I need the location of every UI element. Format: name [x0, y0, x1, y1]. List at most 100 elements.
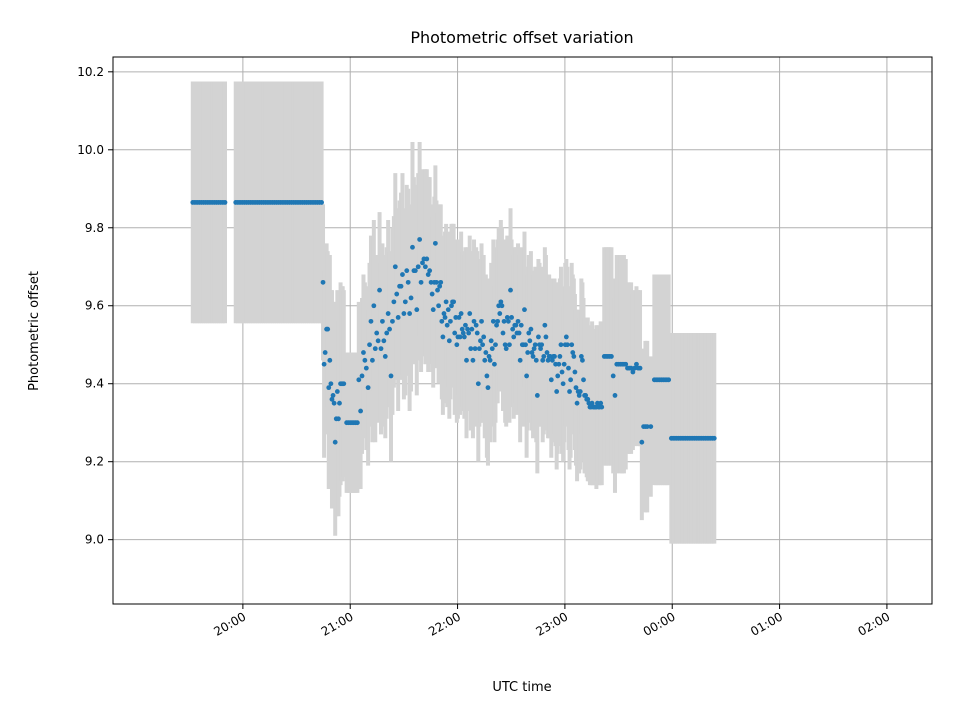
data-point — [554, 389, 560, 394]
data-point — [630, 369, 636, 375]
data-point — [372, 346, 378, 352]
data-point — [417, 237, 423, 242]
data-point — [559, 369, 565, 375]
data-point — [480, 342, 486, 348]
data-point — [530, 354, 536, 359]
data-point — [471, 318, 477, 324]
data-point — [563, 334, 569, 340]
data-point — [485, 385, 491, 391]
data-point — [384, 330, 390, 336]
data-point — [527, 338, 533, 344]
data-point — [363, 365, 369, 371]
data-point — [358, 408, 363, 414]
data-point — [430, 307, 436, 313]
data-point — [437, 283, 443, 289]
data-point — [444, 322, 450, 328]
data-point — [332, 439, 338, 445]
data-point — [545, 357, 551, 363]
data-point — [549, 357, 555, 363]
data-point — [570, 350, 576, 355]
data-point — [422, 264, 428, 270]
data-point — [329, 396, 335, 402]
data-point — [543, 334, 549, 340]
x-axis-label: UTC time — [492, 680, 551, 695]
data-point — [511, 334, 517, 340]
data-point — [666, 377, 672, 383]
data-point — [599, 404, 605, 410]
data-point — [499, 303, 505, 309]
data-point — [568, 377, 574, 383]
data-point — [377, 287, 382, 293]
y-axis-ticks: 9.0 9.2 9.4 9.6 9.8 10.0 10.2 — [77, 65, 113, 547]
data-point — [483, 350, 489, 355]
data-point — [461, 334, 467, 340]
data-point — [558, 342, 564, 348]
y-tick-label: 10.2 — [77, 65, 104, 79]
data-point — [459, 326, 465, 332]
data-point — [540, 357, 546, 363]
data-point — [494, 322, 499, 328]
data-point — [325, 326, 331, 332]
data-point — [320, 279, 326, 285]
data-point — [495, 318, 501, 324]
data-point — [367, 342, 372, 348]
data-point — [503, 346, 509, 352]
data-point — [571, 354, 577, 359]
data-point — [509, 315, 514, 320]
data-point — [486, 354, 492, 359]
data-point — [479, 318, 484, 324]
data-point — [711, 435, 717, 441]
y-tick-label: 9.8 — [85, 221, 104, 235]
data-point — [319, 200, 324, 205]
data-points — [190, 200, 717, 445]
plot-frame — [112, 56, 933, 605]
data-point — [513, 322, 519, 328]
data-point — [336, 416, 341, 422]
data-point — [632, 365, 638, 371]
data-point — [452, 330, 458, 336]
y-tick-label: 9.2 — [85, 455, 104, 469]
data-point — [476, 346, 482, 352]
data-point — [569, 342, 575, 348]
data-point — [487, 357, 493, 363]
data-point — [580, 357, 585, 363]
data-point — [390, 318, 395, 324]
data-point — [401, 311, 407, 316]
data-point — [374, 330, 380, 336]
data-point — [478, 338, 483, 344]
data-point — [330, 393, 336, 398]
data-point — [368, 318, 374, 324]
data-point — [532, 342, 538, 348]
data-point — [497, 311, 503, 316]
data-point — [581, 377, 586, 383]
data-point — [531, 346, 537, 352]
data-point — [510, 326, 516, 332]
data-point — [565, 342, 570, 348]
data-point — [468, 346, 474, 352]
data-point — [375, 338, 381, 344]
data-point — [507, 342, 512, 348]
data-point — [441, 311, 447, 316]
data-point — [492, 361, 497, 367]
data-point — [573, 385, 579, 391]
data-point — [370, 357, 375, 363]
data-point — [612, 393, 618, 398]
data-point — [420, 260, 425, 266]
data-point — [502, 342, 508, 348]
data-point — [429, 291, 435, 297]
data-point — [458, 311, 464, 316]
data-point — [359, 373, 365, 379]
data-point — [576, 393, 582, 398]
data-point — [378, 346, 384, 352]
data-point — [443, 299, 449, 305]
data-point — [609, 354, 614, 359]
data-point — [381, 338, 387, 344]
data-point — [505, 318, 511, 324]
data-point — [493, 342, 498, 348]
data-point — [391, 299, 397, 305]
data-point — [337, 400, 342, 406]
data-point — [371, 303, 377, 309]
data-point — [456, 315, 462, 320]
data-point — [432, 240, 438, 246]
